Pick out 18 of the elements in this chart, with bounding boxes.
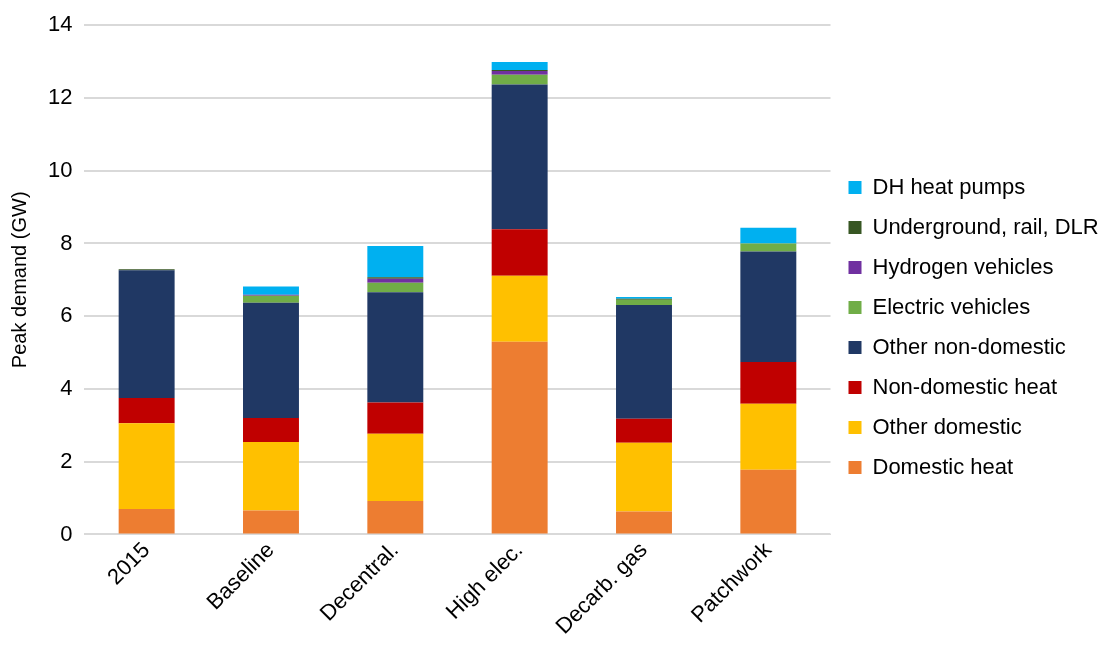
y-axis-title: Peak demand (GW) <box>7 191 30 369</box>
legend-label: DH heat pumps <box>872 173 1026 199</box>
y-tick-label: 14 <box>47 11 73 37</box>
x-tick-label: High elec. <box>440 536 528 624</box>
y-tick-label: 0 <box>60 520 73 546</box>
legend-label: Non-domestic heat <box>872 373 1058 399</box>
legend-label: Other non-domestic <box>872 333 1066 359</box>
y-tick-label: 10 <box>47 156 73 182</box>
legend-label: Domestic heat <box>872 453 1014 479</box>
legend-label: Hydrogen vehicles <box>872 253 1054 279</box>
legend-label: Underground, rail, DLR <box>872 213 1099 239</box>
legend-label: Other domestic <box>872 413 1022 439</box>
y-tick-label: 4 <box>60 375 73 401</box>
y-tick-label: 8 <box>60 229 73 255</box>
y-tick-label: 6 <box>60 302 73 328</box>
y-tick-label: 2 <box>60 447 73 473</box>
y-tick-label: 12 <box>47 84 73 110</box>
legend-label: Electric vehicles <box>872 293 1031 319</box>
